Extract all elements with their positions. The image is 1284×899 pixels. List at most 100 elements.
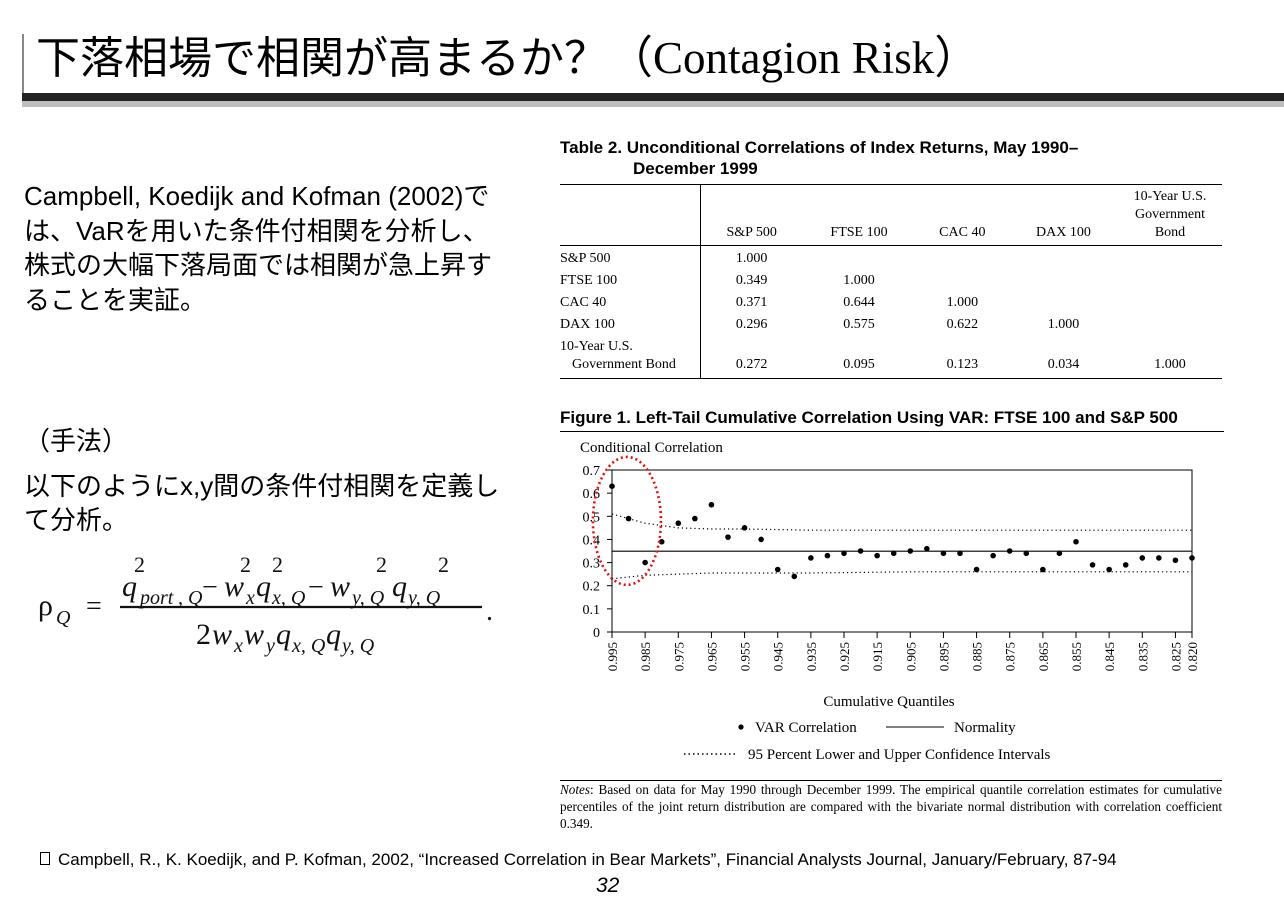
data-point	[1122, 562, 1129, 568]
x-tick-label: 0.885	[970, 642, 985, 671]
col-header: DAX 100	[1036, 225, 1091, 240]
x-tick-label: 0.845	[1102, 642, 1117, 671]
data-point	[924, 545, 930, 552]
x-tick-label: 0.975	[671, 642, 686, 671]
svg-text:w: w	[224, 570, 244, 603]
table-cell	[802, 246, 915, 271]
data-point	[824, 552, 831, 559]
data-point	[1172, 557, 1179, 564]
svg-text:w: w	[212, 618, 232, 651]
table-cell: 1.000	[843, 273, 875, 288]
svg-text:y, Q: y, Q	[340, 635, 375, 657]
row-label: FTSE 100	[560, 270, 701, 292]
chart-legend: VAR Correlation Normality 95 Percent Low…	[684, 720, 1051, 763]
table-cell: 0.095	[843, 357, 875, 372]
table-row: FTSE 100 0.349 1.000	[560, 270, 1222, 292]
correlation-formula: ρ Q = 2 q port , Q − w x 2 q x, Q 2 − w …	[38, 552, 493, 657]
svg-text:x, Q: x, Q	[291, 635, 326, 657]
x-tick-label: 0.945	[771, 642, 786, 671]
bullet-icon	[40, 852, 50, 865]
data-point	[625, 515, 632, 522]
svg-text:2: 2	[272, 552, 283, 577]
lead-paragraph: Campbell, Koedijk and Kofman (2002)では、Va…	[24, 181, 493, 315]
table-cell: 0.349	[735, 273, 768, 288]
x-tick-label: 0.905	[903, 642, 918, 671]
upper-confidence-line	[611, 513, 1192, 531]
data-point	[841, 550, 847, 557]
row-label-line1: 10-Year U.S.	[560, 339, 633, 354]
y-tick-label: 0	[593, 626, 600, 641]
reference-text: Campbell, R., K. Koedijk, and P. Kofman,…	[58, 850, 1117, 869]
figure-notes: Notes: Based on data for May 1990 throug…	[560, 780, 1222, 832]
y-tick-label: 0.5	[583, 510, 601, 525]
y-tick-label: 0.4	[583, 533, 601, 548]
svg-text:y: y	[264, 635, 275, 657]
data-point	[990, 552, 996, 559]
data-point	[907, 548, 914, 554]
y-tick-label: 0.6	[583, 487, 601, 502]
svg-text:q: q	[256, 570, 271, 603]
table-title-line2: December 1999	[633, 159, 758, 178]
svg-text:2: 2	[196, 618, 211, 651]
figure-title: Figure 1. Left-Tail Cumulative Correlati…	[560, 407, 1224, 432]
data-point	[609, 483, 615, 489]
table-cell	[916, 246, 1009, 271]
y-tick-label: 0.1	[583, 603, 601, 618]
y-tick-label: 0.2	[583, 580, 601, 595]
data-point	[973, 566, 980, 573]
col-header: S&P 500	[726, 225, 777, 240]
data-point	[857, 548, 864, 554]
table-cell: 1.000	[946, 295, 979, 310]
data-point	[642, 559, 648, 566]
correlation-table: S&P 500 FTSE 100 CAC 40 DAX 100 10-Year …	[560, 184, 1222, 379]
chart-ylabel: Conditional Correlation	[580, 440, 723, 456]
svg-text:, Q: , Q	[178, 587, 203, 609]
x-tick-label: 0.985	[638, 642, 653, 671]
slide-title: 下落相場で相関が高まるか？（Contagion Risk）	[36, 26, 979, 91]
x-tick-label: 0.915	[870, 642, 885, 671]
table-row: DAX 100 0.296 0.575 0.622 1.000	[560, 314, 1222, 336]
formula-numerator: 2 q port , Q − w x 2 q x, Q 2 − w y, Q 2…	[122, 552, 449, 609]
data-point	[791, 573, 798, 580]
table-cell	[1118, 292, 1222, 314]
svg-text:y, Q: y, Q	[350, 587, 385, 609]
table-cell	[1009, 270, 1118, 292]
table-cell	[1009, 246, 1118, 271]
svg-text:2: 2	[438, 552, 449, 577]
slide-title-en: （Contagion Risk）	[608, 33, 980, 83]
col-header: FTSE 100	[830, 225, 888, 240]
table-cell	[1009, 292, 1118, 314]
svg-text:2: 2	[376, 552, 387, 577]
svg-text:q: q	[122, 570, 137, 603]
page-number: 32	[596, 874, 620, 897]
data-point	[692, 515, 698, 522]
formula-rho-subscript: Q	[56, 607, 71, 629]
data-point	[1040, 566, 1046, 573]
legend-var-label: VAR Correlation	[755, 720, 857, 736]
row-label: DAX 100	[560, 314, 701, 336]
data-point	[808, 555, 814, 561]
row-label-line2: Government Bond	[572, 357, 676, 372]
x-tick-label: 0.935	[804, 642, 819, 671]
svg-text:x, Q: x, Q	[271, 587, 306, 609]
col-header: CAC 40	[939, 225, 986, 240]
title-accent-line	[22, 34, 24, 96]
x-tick-label: 0.995	[605, 642, 620, 671]
data-point	[658, 538, 665, 545]
title-underline-shadow	[22, 101, 1284, 107]
svg-text:x: x	[245, 587, 255, 609]
table-cell: 1.000	[1154, 357, 1186, 372]
data-point	[940, 550, 947, 557]
svg-text:port: port	[138, 587, 174, 609]
x-tick-label: 0.925	[837, 642, 852, 671]
table-title-line1: Table 2. Unconditional Correlations of I…	[560, 138, 1079, 157]
svg-text:x: x	[233, 635, 243, 657]
y-tick-label: 0.3	[583, 557, 601, 572]
correlation-chart: Conditional Correlation 0 0.1 0.2 0.3 0.4 0.5…	[580, 440, 1200, 763]
legend-ci-label: 95 Percent Lower and Upper Confidence In…	[748, 747, 1051, 763]
svg-text:2: 2	[240, 552, 251, 577]
data-point	[1156, 555, 1162, 561]
table-cell	[1118, 314, 1222, 336]
table-cell: 0.371	[735, 295, 768, 310]
table-corner-cell	[560, 184, 701, 246]
